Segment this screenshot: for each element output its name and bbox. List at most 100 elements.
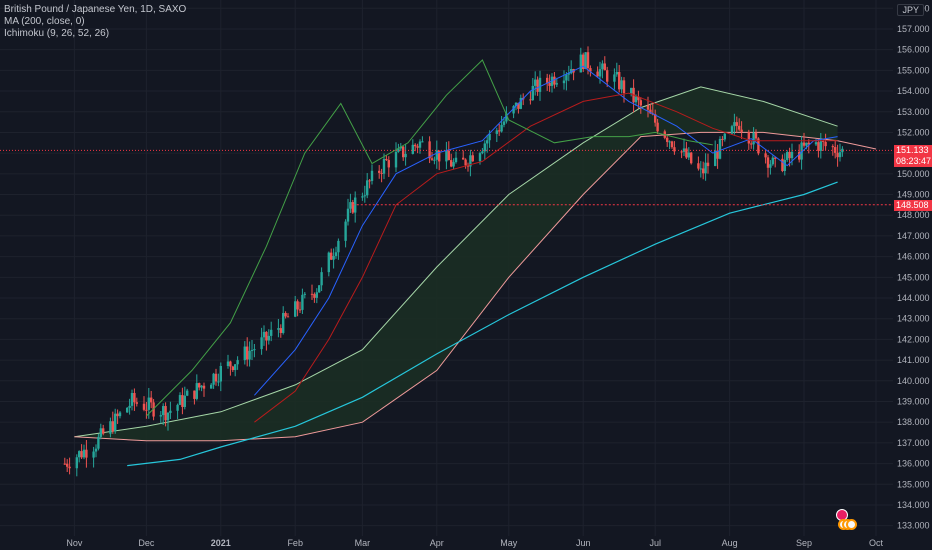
candle-body bbox=[344, 221, 347, 241]
time-axis-background bbox=[0, 536, 932, 550]
time-tick-label: Jul bbox=[649, 538, 661, 548]
candle-body bbox=[430, 158, 434, 160]
candle-body bbox=[277, 328, 280, 330]
price-tick-label: 148.000 bbox=[897, 210, 930, 220]
candle-body bbox=[231, 366, 234, 371]
candle-body bbox=[721, 138, 724, 140]
candle-body bbox=[634, 96, 638, 103]
candle-body bbox=[248, 350, 251, 360]
candle-body bbox=[788, 152, 791, 159]
candle-body bbox=[687, 152, 690, 158]
candle-body bbox=[414, 144, 417, 147]
candle-body bbox=[332, 255, 335, 260]
candle-body bbox=[699, 168, 702, 170]
candle-body bbox=[567, 73, 570, 75]
horizontal-level-tag: 148.508 bbox=[894, 200, 932, 211]
time-axis[interactable]: Nov Dec 2021 Feb Mar Apr May Jun Jul Aug Sep Oct bbox=[0, 536, 932, 550]
candle-body bbox=[502, 121, 506, 125]
candle-body bbox=[673, 147, 676, 152]
price-tick-label: 155.000 bbox=[897, 65, 930, 75]
price-axis[interactable]: 133.000 134.000 135.000 136.000 137.000 138.0… bbox=[893, 0, 932, 550]
candle-body bbox=[747, 131, 750, 144]
candle-body bbox=[279, 328, 282, 333]
candle-body bbox=[834, 147, 837, 153]
candle-body bbox=[402, 146, 405, 158]
candle-body bbox=[234, 364, 237, 371]
candle-body bbox=[250, 349, 254, 351]
candle-body bbox=[186, 390, 189, 396]
candle-body bbox=[637, 96, 640, 101]
candle-body bbox=[128, 405, 131, 408]
candle-body bbox=[680, 151, 683, 153]
indicator-lines bbox=[127, 59, 838, 467]
candle-body bbox=[102, 428, 105, 434]
currency-badge[interactable]: JPY bbox=[897, 4, 924, 16]
candle-body bbox=[514, 102, 518, 107]
candle-body bbox=[601, 63, 604, 70]
price-tick-label: 149.000 bbox=[897, 190, 930, 200]
time-tick-label: 2021 bbox=[211, 538, 231, 548]
candle-body bbox=[654, 114, 657, 123]
candle-body bbox=[757, 138, 760, 154]
candle-body bbox=[200, 385, 203, 388]
candle-body bbox=[622, 80, 626, 94]
conversion-line bbox=[254, 65, 838, 396]
candle-body bbox=[486, 140, 489, 144]
candle-body bbox=[397, 148, 400, 152]
japan-flag-icon[interactable] bbox=[846, 519, 857, 530]
price-tick-label: 156.000 bbox=[897, 45, 930, 55]
candle-body bbox=[512, 106, 515, 114]
candle-body bbox=[260, 337, 263, 350]
candle-body bbox=[824, 141, 827, 147]
candle-body bbox=[330, 252, 333, 260]
candle-body bbox=[618, 71, 621, 90]
candle-body bbox=[68, 466, 71, 469]
candle-body bbox=[82, 449, 86, 458]
candle-body bbox=[706, 162, 710, 167]
candle-body bbox=[162, 406, 165, 416]
candle-body bbox=[450, 160, 453, 167]
candle-body bbox=[85, 449, 88, 458]
price-tick-label: 141.000 bbox=[897, 355, 930, 365]
candle-body bbox=[303, 293, 306, 295]
candle-body bbox=[500, 124, 503, 132]
candle-body bbox=[351, 202, 354, 213]
candle-body bbox=[394, 151, 398, 168]
ichimoku-indicator-label[interactable]: Ichimoku (9, 26, 52, 26) bbox=[4, 28, 110, 39]
candle-body bbox=[368, 180, 371, 182]
candle-body bbox=[716, 150, 719, 159]
candle-body bbox=[805, 142, 808, 146]
ma-indicator-label[interactable]: MA (200, close, 0) bbox=[4, 16, 85, 27]
candle-body bbox=[92, 451, 95, 458]
cloud-span-a-line bbox=[74, 86, 838, 438]
candle-body bbox=[519, 97, 522, 109]
candle-body bbox=[433, 159, 436, 161]
candle-body bbox=[685, 148, 688, 158]
symbol-title[interactable]: British Pound / Japanese Yen, 1D, SAXO bbox=[4, 4, 187, 15]
candle-body bbox=[603, 63, 606, 71]
candle-body bbox=[668, 141, 671, 143]
candle-body bbox=[253, 349, 256, 351]
candle-body bbox=[380, 172, 383, 174]
price-tick-label: 134.000 bbox=[897, 500, 930, 510]
candle-body bbox=[428, 141, 431, 159]
candle-body bbox=[666, 137, 669, 142]
candle-body bbox=[315, 292, 318, 298]
candle-body bbox=[822, 140, 825, 142]
base-line bbox=[254, 92, 838, 423]
candle-body bbox=[646, 105, 650, 110]
candle-body bbox=[798, 151, 801, 160]
candle-body bbox=[790, 151, 794, 159]
candle-body bbox=[754, 132, 758, 139]
candle-body bbox=[310, 293, 314, 295]
candle-body bbox=[284, 313, 287, 317]
candle-body bbox=[198, 383, 201, 388]
candle-body bbox=[411, 144, 414, 154]
candle-body bbox=[488, 133, 491, 141]
price-tick-label: 139.000 bbox=[897, 396, 930, 406]
candle-body bbox=[243, 346, 246, 361]
candle-body bbox=[553, 76, 556, 85]
candle-body bbox=[385, 158, 388, 161]
candle-body bbox=[615, 71, 618, 75]
